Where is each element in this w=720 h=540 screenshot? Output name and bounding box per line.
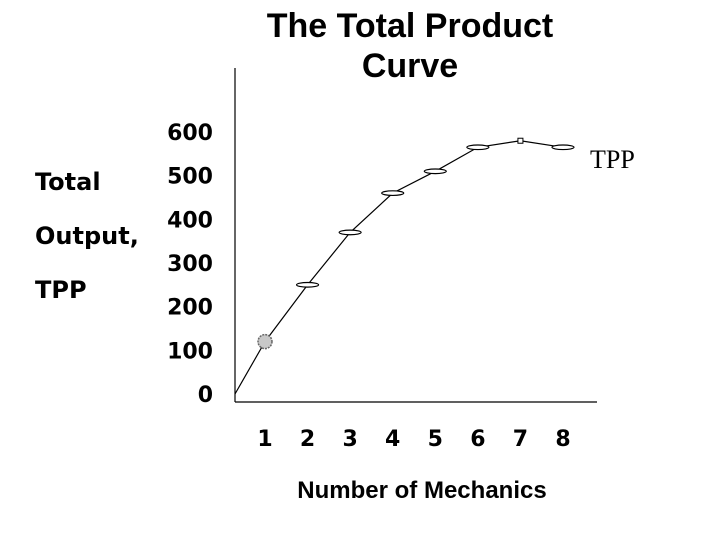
y-tick-label: 300	[167, 252, 213, 277]
x-tick-label: 6	[470, 427, 485, 452]
axes	[234, 68, 597, 403]
y-axis-label-line-1: Total	[35, 168, 101, 196]
y-axis-label-line-2: Output,	[35, 222, 139, 250]
y-ticks: 0 100 200 300 400 500 600	[167, 121, 213, 408]
x-tick-label: 1	[257, 427, 272, 452]
data-point	[466, 144, 490, 151]
x-tick-label: 4	[385, 427, 400, 452]
data-point	[551, 144, 575, 151]
x-tick-label: 2	[300, 427, 315, 452]
data-point	[295, 281, 320, 288]
data-point	[338, 229, 362, 236]
chart-title: The Total Product Curve	[266, 7, 554, 85]
y-tick-label: 500	[167, 165, 213, 190]
data-point	[423, 168, 447, 175]
series-label: TPP	[590, 145, 635, 174]
y-tick-label: 0	[198, 383, 213, 408]
series-line	[234, 140, 564, 395]
x-tick-label: 3	[342, 427, 357, 452]
y-axis-label-line-3: TPP	[35, 276, 87, 304]
data-point	[257, 333, 273, 350]
y-tick-label: 600	[167, 121, 213, 146]
y-tick-label: 100	[167, 339, 213, 364]
x-tick-label: 5	[428, 427, 443, 452]
x-tick-label: 7	[513, 427, 528, 452]
data-point	[517, 137, 524, 144]
x-tick-label: 8	[555, 427, 570, 452]
y-tick-label: 400	[167, 208, 213, 233]
y-tick-label: 200	[167, 296, 213, 321]
series-group: TPP	[234, 137, 635, 395]
x-axis-label: Number of Mechanics	[297, 477, 546, 504]
x-ticks: 1 2 3 4 5 6 7 8	[257, 427, 570, 452]
data-point	[381, 190, 405, 197]
